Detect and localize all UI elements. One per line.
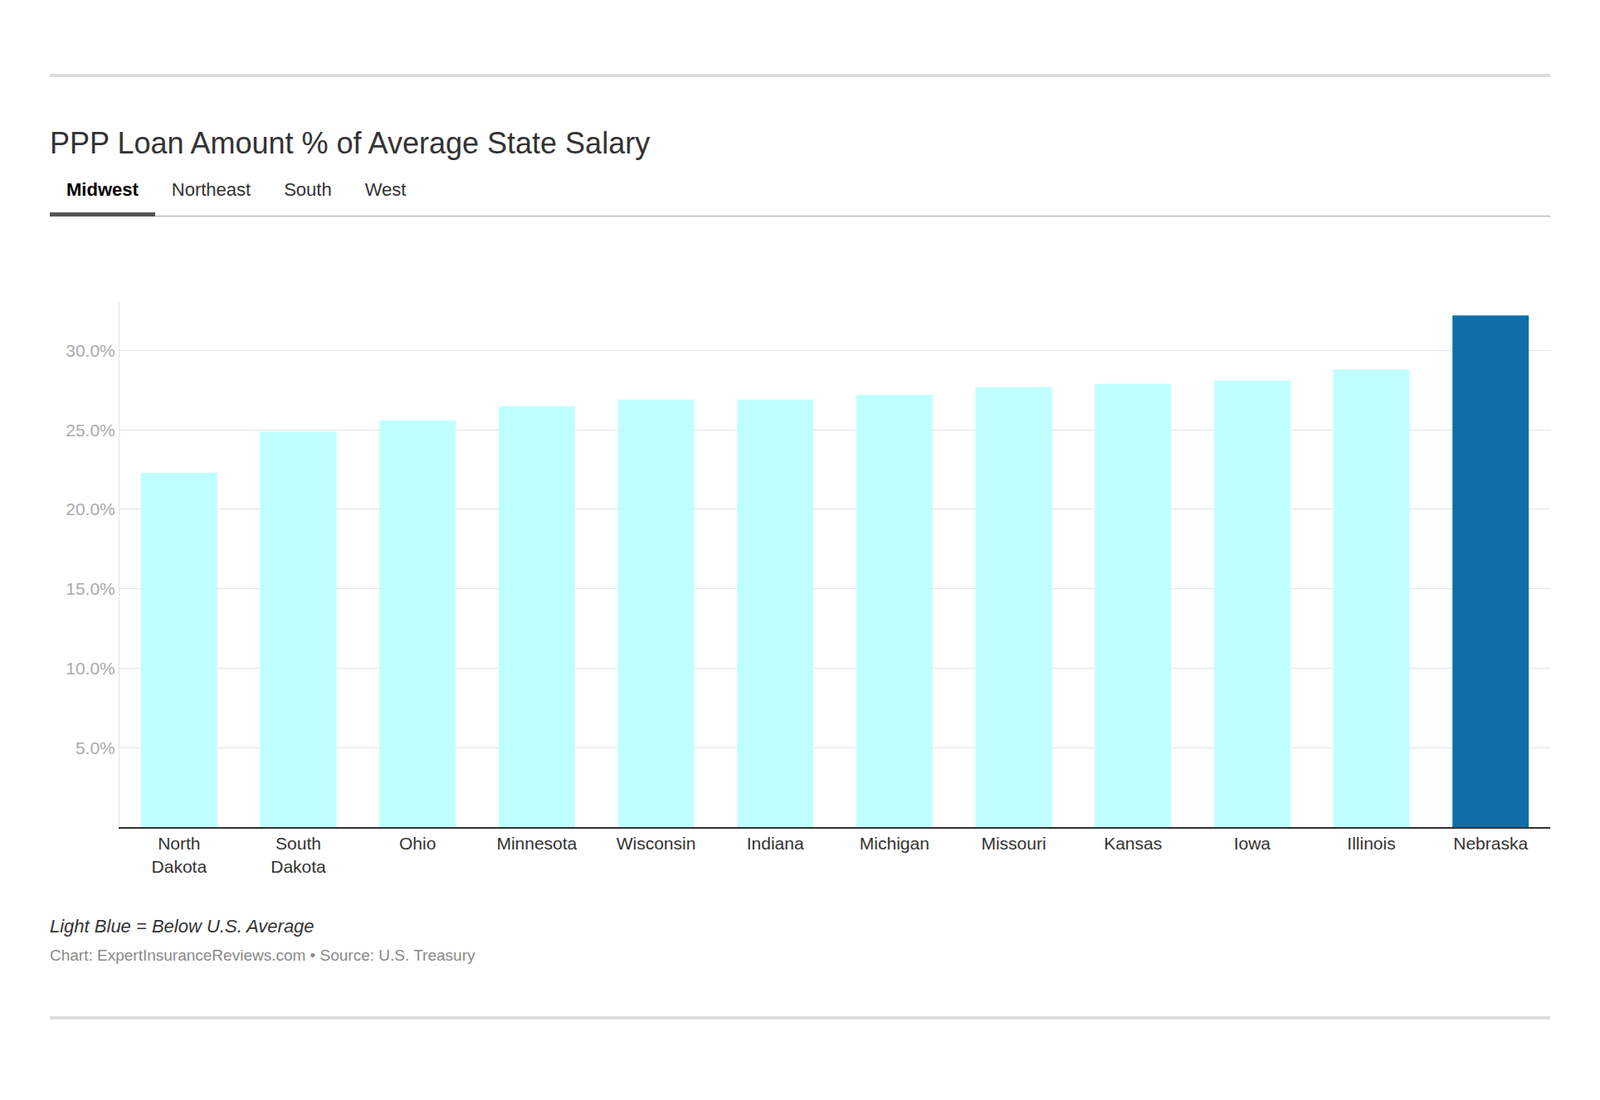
svg-text:5.0%: 5.0%	[75, 738, 116, 758]
svg-text:Indiana: Indiana	[746, 834, 805, 854]
svg-text:20.0%: 20.0%	[65, 499, 116, 519]
svg-text:Michigan: Michigan	[859, 834, 930, 854]
svg-text:SouthDakota: SouthDakota	[270, 834, 327, 876]
svg-text:NorthDakota: NorthDakota	[151, 834, 208, 876]
svg-text:Illinois: Illinois	[1346, 834, 1396, 854]
svg-text:10.0%: 10.0%	[65, 658, 116, 679]
html-text:West: West	[364, 179, 407, 200]
html-text:South: South	[283, 179, 332, 200]
svg-text:30.0%: 30.0%	[65, 341, 116, 361]
svg-text:25.0%: 25.0%	[65, 420, 116, 440]
svg-text:15.0%: 15.0%	[65, 579, 116, 599]
svg-text:Missouri: Missouri	[980, 834, 1046, 854]
svg-text:Ohio: Ohio	[399, 834, 436, 854]
html-text:Northeast: Northeast	[171, 179, 251, 200]
html-text:Midwest: Midwest	[66, 179, 139, 200]
html-text:Light Blue = Below U.S. Averag: Light Blue = Below U.S. Average	[49, 916, 315, 937]
svg-text:Wisconsin: Wisconsin	[616, 834, 697, 854]
svg-text:Minnesota: Minnesota	[496, 834, 577, 854]
html-text:Chart: ExpertInsuranceReviews.: Chart: ExpertInsuranceReviews.com • Sour…	[49, 946, 476, 965]
svg-text:Kansas: Kansas	[1103, 834, 1162, 854]
svg-text:Iowa: Iowa	[1234, 834, 1272, 854]
svg-text:Nebraska: Nebraska	[1453, 834, 1528, 854]
html-text:PPP Loan Amount % of Average S: PPP Loan Amount % of Average State Salar…	[49, 126, 650, 161]
